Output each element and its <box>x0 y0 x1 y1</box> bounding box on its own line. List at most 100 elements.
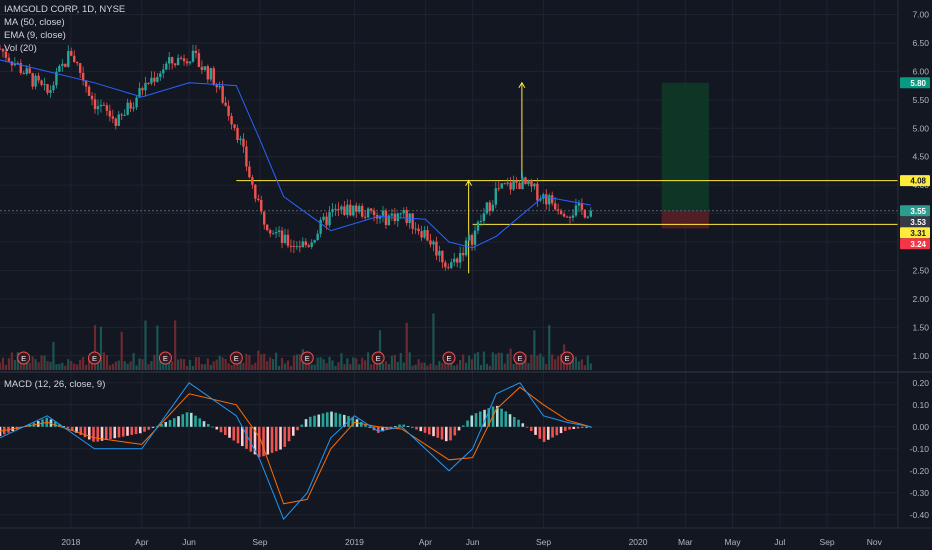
ma-legend[interactable]: MA (50, close) <box>4 17 65 28</box>
volume-bar <box>129 361 132 370</box>
candle-body <box>135 97 138 108</box>
candle-body <box>13 63 17 66</box>
macd-tick-label: 0.00 <box>912 422 929 432</box>
candle-body <box>545 194 548 205</box>
candle-body <box>325 216 328 226</box>
candle-body <box>102 104 106 106</box>
volume-bar <box>67 359 70 370</box>
candle-body <box>230 115 233 125</box>
volume-bar <box>577 361 581 370</box>
volume-bar <box>224 359 227 370</box>
volume-bar <box>64 365 67 370</box>
symbol-title[interactable]: IAMGOLD CORP, 1D, NYSE <box>4 4 126 15</box>
candle-body <box>242 138 245 147</box>
candle-body <box>577 203 581 206</box>
candle-body <box>402 210 405 214</box>
candle-body <box>301 241 305 248</box>
earnings-marker <box>513 351 527 365</box>
candle-body <box>236 127 239 141</box>
volume-bar <box>322 359 325 370</box>
candle-body <box>73 55 76 62</box>
macd-histogram-bar <box>402 424 406 427</box>
macd-histogram-bar <box>495 405 499 427</box>
macd-legend-label[interactable]: MACD (12, 26, close, 9) <box>4 379 106 390</box>
vol-legend[interactable]: Vol (20) <box>4 43 37 54</box>
candle-body <box>271 233 275 235</box>
candle-body <box>123 114 126 116</box>
volume-bar <box>494 354 497 370</box>
volume-bar <box>245 353 248 370</box>
macd-histogram-bar <box>266 426 270 455</box>
drawing-annotations[interactable] <box>0 81 898 274</box>
candle-body <box>426 229 429 241</box>
volume-bar <box>524 354 527 370</box>
macd-histogram-bar <box>534 426 537 435</box>
volume-bar <box>399 353 402 370</box>
macd-histogram-bar <box>474 413 478 427</box>
time-tick-label: May <box>725 537 742 547</box>
volume-bar <box>432 313 435 370</box>
volume-bar <box>277 365 281 370</box>
candle-body <box>209 68 212 80</box>
volume-bar <box>10 352 13 370</box>
volume-bar <box>319 357 322 370</box>
volume-bar <box>533 330 536 370</box>
candle-body <box>349 204 352 216</box>
volume-bar <box>120 331 123 370</box>
earnings-marker-label: E <box>376 354 381 363</box>
volume-bar <box>414 364 417 370</box>
volume-bar <box>453 365 456 370</box>
macd-histogram-bar <box>240 426 244 447</box>
volume-bar <box>384 361 388 370</box>
candle-body <box>144 82 147 91</box>
volume-bar <box>37 362 40 370</box>
candle-body <box>405 210 408 224</box>
candle-body <box>352 205 355 216</box>
candle-body <box>467 234 471 241</box>
candle-body <box>141 88 144 91</box>
macd-histogram-bar <box>70 426 74 431</box>
candle-body <box>363 216 367 218</box>
macd-histogram-bar <box>121 426 125 437</box>
macd-histogram-bar <box>487 408 491 427</box>
candle-body <box>283 234 287 243</box>
candle-body <box>482 213 486 221</box>
candle-body <box>491 204 495 211</box>
volume-bar <box>470 359 474 370</box>
long-position-tool[interactable] <box>661 82 709 229</box>
ema-legend[interactable]: EMA (9, close) <box>4 30 66 41</box>
volume-bar <box>257 350 260 370</box>
volume-bar <box>372 363 376 370</box>
volume-bar <box>182 359 186 370</box>
candle-body <box>52 85 55 91</box>
volume-bar <box>191 365 195 370</box>
macd-histogram-bar <box>62 426 66 427</box>
macd-histogram-bar <box>66 426 70 429</box>
candle-body <box>360 205 364 217</box>
candle-body <box>31 73 34 87</box>
time-tick-label: Nov <box>867 537 883 547</box>
candle-body <box>488 202 492 211</box>
time-axis[interactable]: 2018 Apr Jun Sep 2019 Apr Jun Sep 2020 Mar May Jul S… <box>0 527 932 547</box>
volume-bar <box>313 364 316 370</box>
volume-bar <box>355 358 358 370</box>
volume-bar <box>76 364 79 370</box>
volume-bar <box>438 361 441 370</box>
macd-histogram-bar <box>100 426 104 441</box>
candle-body <box>580 203 584 210</box>
earnings-marker-label: E <box>446 354 451 363</box>
price-badge-label: 3.31 <box>910 229 926 238</box>
candle-body <box>132 107 135 109</box>
macd-histogram-bar <box>585 426 588 428</box>
candle-body <box>49 90 52 93</box>
macd-histogram-bar <box>253 426 257 455</box>
candle-body <box>372 210 376 216</box>
price-tick-label: 2.00 <box>912 294 929 304</box>
macd-pane <box>0 382 593 521</box>
volume-bar <box>171 361 174 370</box>
volume-bar <box>185 365 189 370</box>
ma-line <box>0 59 591 249</box>
macd-tick-label: -0.10 <box>910 444 930 454</box>
